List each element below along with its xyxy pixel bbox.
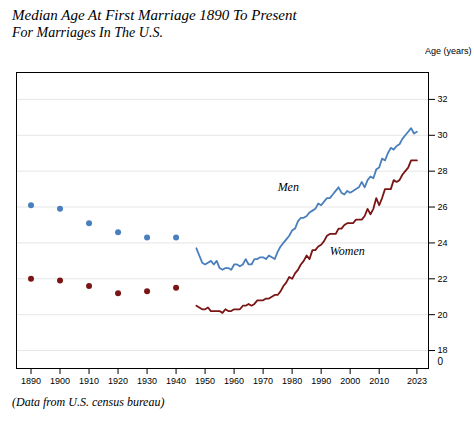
svg-text:24: 24 [438, 238, 448, 248]
html-text:For Marriages In The U.S.: For Marriages In The U.S. [12, 25, 163, 40]
html-text:Median Age At First Marriage 1: Median Age At First Marriage 1890 To Pre… [12, 7, 297, 23]
svg-text:1950: 1950 [195, 376, 215, 386]
svg-text:1960: 1960 [224, 376, 244, 386]
html-text:(Data from U.S. census bureau): (Data from U.S. census bureau) [12, 395, 165, 409]
svg-text:1930: 1930 [137, 376, 157, 386]
svg-text:Women: Women [330, 244, 365, 258]
svg-text:1940: 1940 [166, 376, 186, 386]
svg-text:22: 22 [438, 274, 448, 284]
svg-text:2023: 2023 [407, 376, 427, 386]
svg-text:18: 18 [438, 345, 448, 355]
svg-text:32: 32 [438, 94, 448, 104]
svg-text:30: 30 [438, 130, 448, 140]
svg-text:1920: 1920 [108, 376, 128, 386]
svg-text:20: 20 [438, 310, 448, 320]
svg-text:2000: 2000 [340, 376, 360, 386]
svg-text:26: 26 [438, 202, 448, 212]
svg-text:2010: 2010 [369, 376, 389, 386]
svg-text:Age (years): Age (years) [425, 46, 472, 56]
svg-text:Men: Men [277, 180, 299, 194]
svg-text:28: 28 [438, 166, 448, 176]
svg-text:1890: 1890 [21, 376, 41, 386]
svg-text:0: 0 [438, 356, 444, 367]
svg-text:1970: 1970 [253, 376, 273, 386]
svg-text:1910: 1910 [79, 376, 99, 386]
svg-text:1980: 1980 [282, 376, 302, 386]
svg-text:1900: 1900 [50, 376, 70, 386]
svg-text:1990: 1990 [311, 376, 331, 386]
